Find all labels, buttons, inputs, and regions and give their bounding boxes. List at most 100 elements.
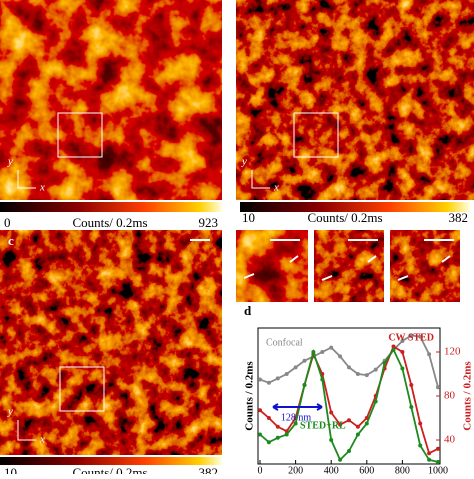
- point: [382, 361, 387, 365]
- colorbar: [0, 457, 222, 465]
- point: [320, 350, 325, 354]
- roi: [57, 112, 103, 158]
- point: [436, 446, 440, 451]
- panel-label: d: [244, 303, 252, 318]
- cbar-max: 382: [449, 210, 469, 225]
- y-tick-label: 40: [444, 434, 456, 446]
- image-a: [0, 0, 222, 200]
- axis-x: x: [39, 434, 45, 446]
- point: [347, 365, 351, 370]
- point: [338, 354, 343, 359]
- x-tick-label: 0: [258, 465, 263, 474]
- point: [266, 440, 271, 445]
- plot-frame: [257, 327, 441, 465]
- annotation: 128 nm: [281, 412, 312, 423]
- y-label: Counts / 0.2ms: [244, 361, 256, 431]
- point: [329, 438, 334, 442]
- cbar-label: Counts/ 0.2ms: [72, 215, 147, 230]
- point: [409, 405, 414, 409]
- point: [302, 383, 307, 387]
- roi: [293, 112, 339, 158]
- point: [284, 372, 289, 376]
- point: [418, 334, 423, 339]
- point: [284, 432, 289, 437]
- series-label: STED+RL: [300, 420, 346, 431]
- point: [275, 376, 280, 381]
- cbar-min: 0: [4, 215, 11, 230]
- x-tick-label: 800: [395, 465, 410, 474]
- axis-arrows: [251, 170, 270, 189]
- point: [427, 451, 432, 456]
- point: [418, 421, 423, 426]
- point: [302, 358, 307, 363]
- point: [266, 416, 271, 420]
- cbar-min: 10: [4, 465, 17, 474]
- point: [355, 432, 360, 437]
- point: [293, 421, 298, 426]
- cbar-max: 382: [199, 465, 219, 474]
- inset: [314, 230, 384, 302]
- series-label: Confocal: [266, 337, 303, 348]
- point: [258, 408, 262, 413]
- x-tick-label: 400: [324, 465, 339, 474]
- y2-label: Counts / 0.2ms: [462, 361, 474, 431]
- axis-y: y: [7, 406, 13, 418]
- point: [338, 457, 343, 462]
- cbar-max: 923: [199, 215, 219, 230]
- cbar-label: Counts/ 0.2ms: [72, 465, 147, 474]
- point: [427, 457, 432, 462]
- point: [258, 432, 262, 437]
- axis-y: y: [241, 156, 247, 168]
- point: [311, 350, 316, 354]
- point: [329, 345, 334, 350]
- point: [409, 333, 414, 338]
- point: [347, 449, 351, 453]
- inset: [236, 230, 308, 302]
- point: [275, 435, 280, 440]
- x-tick-label: 600: [359, 465, 374, 474]
- point: [436, 460, 440, 464]
- point: [427, 352, 432, 357]
- point: [275, 424, 280, 429]
- colorbar: [0, 202, 222, 212]
- image-c: [0, 230, 222, 455]
- point: [347, 418, 351, 423]
- annotation-arrow: [272, 403, 323, 411]
- point: [364, 421, 369, 426]
- cbar-label: Counts/ 0.2ms: [307, 210, 382, 225]
- y-tick-label: 80: [444, 390, 456, 402]
- panel-label: c: [8, 233, 14, 248]
- axis-arrows: [17, 420, 36, 441]
- point: [338, 422, 343, 427]
- point: [436, 385, 440, 390]
- point: [391, 344, 396, 349]
- inset: [390, 230, 460, 302]
- point: [355, 424, 360, 429]
- axis-x: x: [273, 182, 279, 194]
- point: [400, 366, 405, 371]
- point: [364, 373, 369, 378]
- axis-arrows: [17, 170, 36, 189]
- point: [409, 383, 414, 387]
- point: [391, 347, 396, 352]
- point: [320, 377, 325, 382]
- colorbar: [240, 202, 470, 212]
- y-tick-label: 120: [444, 346, 461, 358]
- x-tick-label: 200: [288, 465, 303, 474]
- point: [266, 380, 271, 385]
- point: [373, 367, 378, 372]
- roi: [59, 366, 105, 412]
- series-label: CW STED: [388, 332, 434, 343]
- point: [373, 399, 378, 404]
- series-line: [259, 345, 439, 455]
- point: [258, 377, 262, 382]
- point: [329, 410, 334, 415]
- point: [400, 350, 405, 354]
- inset-marks: [243, 239, 454, 281]
- point: [355, 372, 360, 376]
- x-tick-label: 1000: [428, 465, 448, 474]
- point: [418, 443, 423, 448]
- point: [293, 365, 298, 370]
- cbar-min: 10: [242, 210, 255, 225]
- image-b: [236, 0, 474, 200]
